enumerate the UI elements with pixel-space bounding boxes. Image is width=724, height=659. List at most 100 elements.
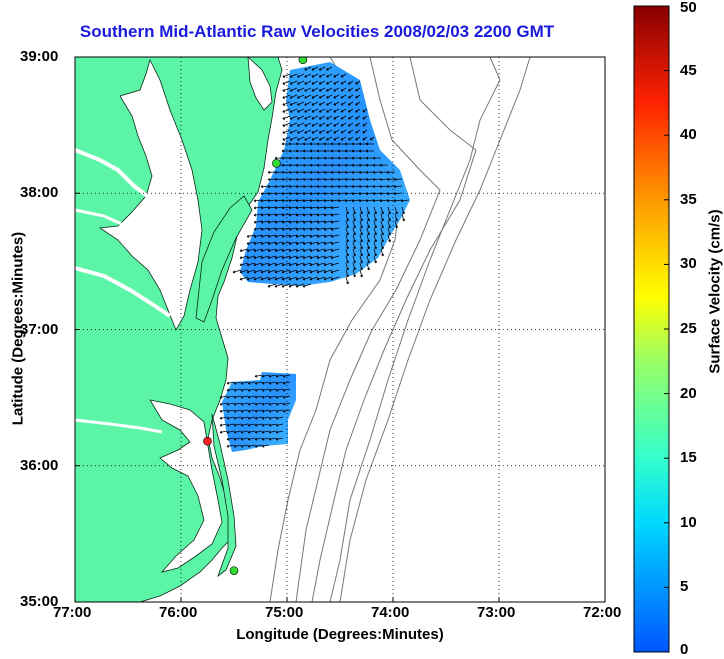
velocity-arrow [282,129,291,134]
velocity-arrow [274,170,284,174]
colorbar-tick-label: 10 [680,513,697,531]
velocity-arrow [260,262,270,267]
velocity-arrow [239,248,249,253]
velocity-arrow [326,87,333,92]
velocity-arrow [316,163,326,167]
velocity-arrow [295,177,305,181]
velocity-arrow [295,241,305,245]
velocity-arrow [359,213,363,222]
velocity-arrow [297,80,305,85]
velocity-arrow [288,255,298,260]
velocity-arrow [281,170,291,174]
velocity-arrow [288,241,298,245]
velocity-arrow [365,185,375,189]
velocity-arrow [295,213,305,217]
velocity-arrow [337,163,347,167]
velocity-arrow [372,156,382,160]
velocity-arrow [254,409,263,413]
x-tick-label: 74:00 [371,604,410,621]
colorbar-tick-label: 35 [680,190,697,208]
velocity-arrow [358,156,368,160]
delaware-bay [247,57,273,111]
velocity-arrow [309,213,319,217]
velocity-arrow [351,149,361,153]
velocity-arrow [316,142,326,146]
velocity-arrow [344,163,354,167]
velocity-arrow [289,122,298,127]
velocity-arrow [311,73,319,78]
velocity-arrow [239,269,249,274]
velocity-arrow [282,136,291,141]
velocity-arrow [274,220,284,224]
velocity-arrow [260,227,270,231]
velocity-arrow [373,255,377,264]
velocity-arrow [323,227,333,231]
velocity-arrow [254,444,263,448]
velocity-arrow [226,416,235,420]
velocity-arrow [352,262,356,271]
velocity-arrow [345,234,349,243]
velocity-arrow [347,122,354,127]
velocity-arrow [323,255,333,260]
velocity-arrow [302,170,312,174]
velocity-arrow [340,80,347,85]
velocity-arrow [261,416,270,420]
velocity-arrow [379,177,389,181]
velocity-arrow [267,234,277,238]
velocity-arrow [330,220,340,224]
velocity-arrow [380,213,384,222]
velocity-arrow [295,276,305,281]
velocity-arrow [302,234,312,238]
velocity-arrow [330,255,340,260]
velocity-arrow [246,248,256,253]
velocity-arrow [302,199,312,203]
velocity-arrow [253,227,263,231]
velocity-arrow [309,220,319,224]
velocity-arrow [226,430,235,434]
y-tick-label: 37:00 [20,320,59,338]
velocity-arrow [254,423,263,427]
velocity-arrow [359,241,363,250]
velocity-arrow [219,416,228,420]
velocity-arrow [309,255,319,260]
velocity-arrow [274,213,284,217]
velocity-arrow [261,409,270,413]
velocity-arrow [340,87,347,92]
velocity-arrow [267,262,277,267]
velocity-arrow [260,276,270,281]
velocity-arrow [347,94,354,99]
velocity-arrow [274,185,284,189]
velocity-arrow [309,262,319,267]
velocity-arrow [311,122,319,127]
velocity-arrow [281,269,291,274]
velocity-arrow [261,381,270,385]
velocity-arrow [261,444,270,448]
velocity-arrow [288,177,298,181]
velocity-arrow [344,199,354,203]
velocity-arrow [309,156,319,160]
velocity-arrow [311,66,319,71]
velocity-arrow [247,409,256,413]
velocity-arrow [281,220,291,224]
velocity-arrow [282,395,291,399]
velocity-arrow [253,199,263,203]
velocity-arrow [274,262,284,267]
velocity-arrow [379,163,389,167]
velocity-arrow [267,170,277,174]
velocity-arrow [352,255,356,264]
velocity-arrow [260,255,270,260]
velocity-arrow [330,269,340,274]
velocity-arrow [326,66,333,71]
velocity-arrow [323,206,333,210]
velocity-arrow [289,108,298,113]
velocity-arrow [365,177,375,181]
velocity-arrow [333,122,340,127]
velocity-arrow [366,262,370,271]
velocity-arrow [274,283,284,288]
velocity-arrow [297,87,305,92]
velocity-arrow [340,94,347,99]
velocity-arrow [267,241,277,245]
velocity-arrow [260,185,270,189]
velocity-arrow [316,276,326,281]
velocity-arrow [233,437,242,441]
